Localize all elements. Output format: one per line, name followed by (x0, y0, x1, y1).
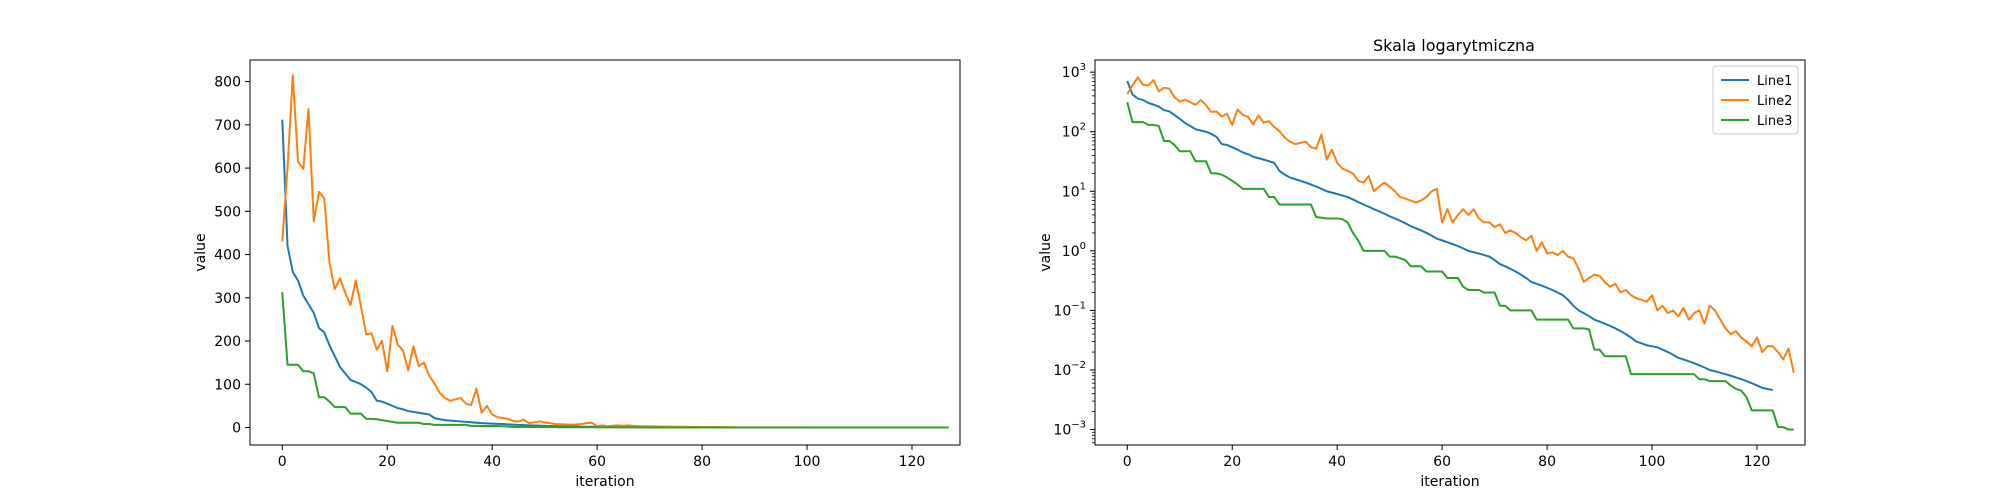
linear-x-tick-label: 80 (693, 454, 711, 470)
linear-x-tick-label: 40 (483, 454, 501, 470)
log-y-axis-label: value (1038, 233, 1054, 271)
log-x-tick-label: 40 (1328, 454, 1346, 470)
log-plot-area (1126, 76, 1795, 431)
log-x-tick-label: 60 (1433, 454, 1451, 470)
log-series-line-2 (1126, 76, 1795, 373)
linear-y-tick-label: 500 (214, 204, 241, 220)
legend-label-line2: Line2 (1757, 94, 1792, 109)
legend-label-line1: Line1 (1757, 74, 1792, 89)
log-y-ticks: 10−3 10−2 10−1 100 101 102 103 (1053, 62, 1095, 444)
linear-y-tick-label: 100 (214, 377, 241, 393)
linear-y-tick-label: 0 (232, 420, 241, 436)
log-series-line-1 (1126, 80, 1773, 392)
linear-y-tick-label: 700 (214, 118, 241, 134)
log-y-tick-label: 100 (1062, 241, 1086, 260)
linear-axes-frame (249, 59, 961, 446)
log-x-tick-label: 120 (1744, 454, 1771, 470)
linear-x-tick-label: 120 (899, 454, 926, 470)
legend: Line1 Line2 Line3 (1712, 65, 1799, 135)
linear-y-ticks: 0 100 200 300 400 500 600 700 800 (214, 75, 250, 436)
log-chart: Skala logarytmiczna 0 20 40 60 80 100 120 10−3… (1038, 36, 1806, 490)
linear-chart: 0 20 40 60 80 100 120 0 100 200 300 400 500 600 700 80… (193, 59, 961, 490)
log-y-tick-label: 103 (1062, 62, 1086, 81)
log-series-line-3 (1126, 101, 1794, 431)
linear-plot-area (281, 74, 949, 429)
linear-x-tick-label: 0 (278, 454, 287, 470)
linear-y-tick-label: 200 (214, 334, 241, 350)
linear-x-ticks: 0 20 40 60 80 100 120 (278, 445, 926, 470)
log-x-tick-label: 80 (1538, 454, 1556, 470)
linear-y-axis-label: value (193, 233, 209, 271)
legend-label-line3: Line3 (1757, 114, 1792, 129)
log-y-tick-label: 10−2 (1053, 360, 1086, 379)
log-y-tick-label: 102 (1062, 122, 1086, 141)
log-y-tick-label: 10−3 (1053, 420, 1086, 439)
log-chart-title: Skala logarytmiczna (1373, 36, 1535, 55)
log-x-axis-label: iteration (1420, 474, 1479, 490)
linear-y-tick-label: 600 (214, 161, 241, 177)
linear-y-tick-label: 300 (214, 291, 241, 307)
linear-x-tick-label: 100 (794, 454, 821, 470)
log-x-ticks: 0 20 40 60 80 100 120 (1123, 445, 1771, 470)
log-x-tick-label: 100 (1639, 454, 1666, 470)
legend-frame (1712, 65, 1799, 135)
log-y-tick-label: 101 (1062, 181, 1086, 200)
linear-x-tick-label: 20 (378, 454, 396, 470)
linear-x-axis-label: iteration (575, 474, 634, 490)
linear-series-line-3 (281, 292, 949, 429)
linear-y-tick-label: 800 (214, 75, 241, 91)
log-x-tick-label: 0 (1123, 454, 1132, 470)
log-y-tick-label: 10−1 (1053, 300, 1086, 319)
linear-x-tick-label: 60 (588, 454, 606, 470)
log-x-tick-label: 20 (1223, 454, 1241, 470)
log-axes-frame (1094, 59, 1806, 446)
linear-y-tick-label: 400 (214, 248, 241, 264)
